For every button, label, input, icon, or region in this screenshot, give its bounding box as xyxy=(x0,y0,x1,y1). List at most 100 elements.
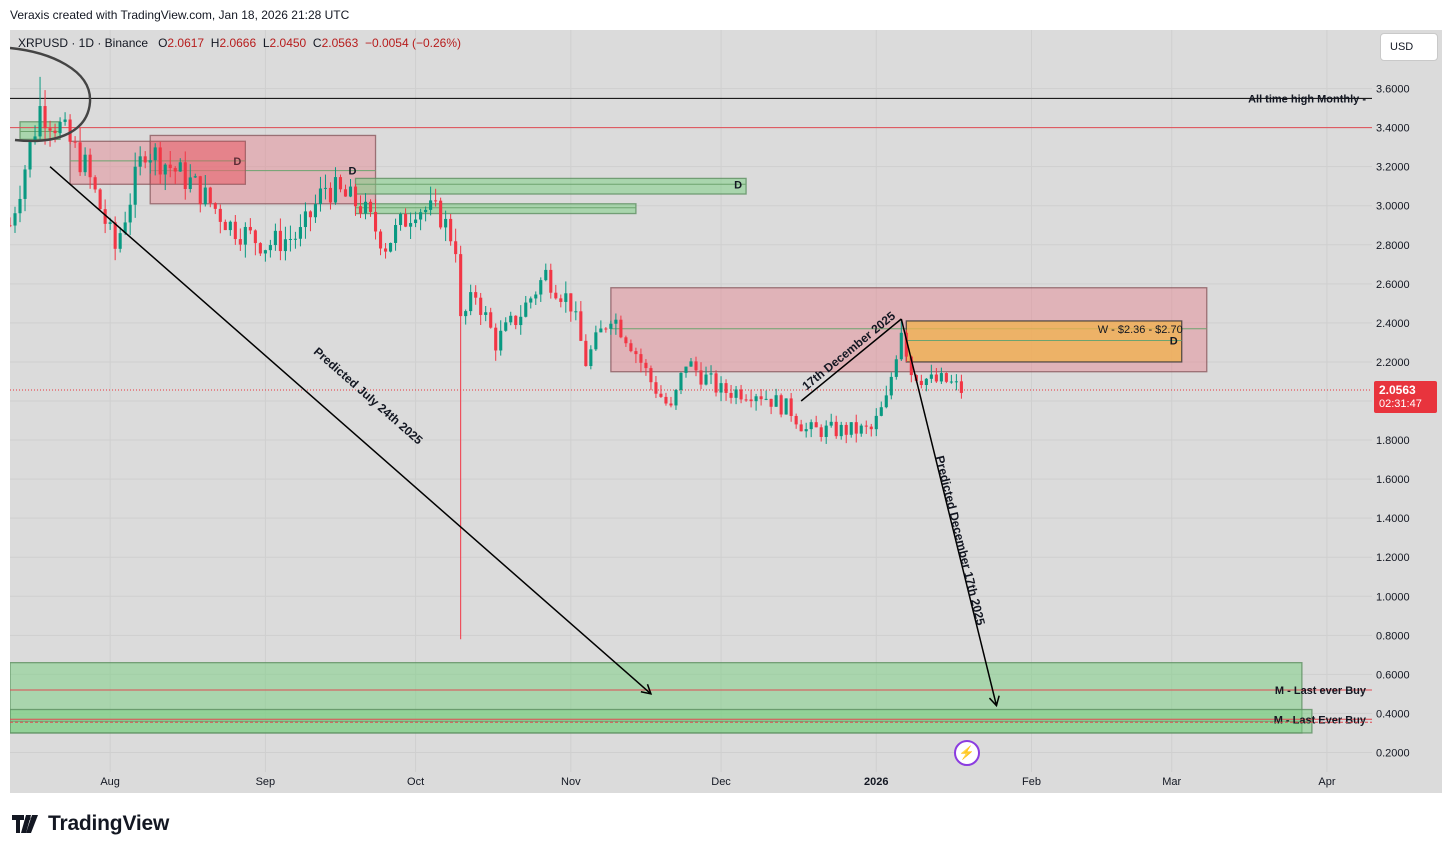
candle-body xyxy=(909,356,913,376)
candle-body xyxy=(514,315,518,326)
candle-body xyxy=(589,349,593,367)
time-tick-label: Dec xyxy=(711,776,731,788)
candle-body xyxy=(33,136,37,143)
hand-drawn-circle xyxy=(10,46,92,143)
close-value: 2.0563 xyxy=(321,36,359,50)
candle-body xyxy=(494,327,498,351)
order-block-text: W - $2.36 - $2.70 xyxy=(1098,324,1183,336)
candle-body xyxy=(313,204,318,218)
candle-body xyxy=(444,218,448,228)
candle-body xyxy=(809,422,813,430)
candle-body xyxy=(394,225,398,243)
candle-body xyxy=(609,323,613,329)
candle-body xyxy=(253,230,257,244)
price-tick-label: 3.4000 xyxy=(1376,123,1410,135)
candle-body xyxy=(419,212,423,220)
candle-body xyxy=(113,222,117,249)
candle-body xyxy=(649,368,653,383)
candle-body xyxy=(674,389,678,406)
candle-body xyxy=(764,398,768,400)
candle-body xyxy=(709,373,713,375)
candle-body xyxy=(183,162,187,189)
candle-body xyxy=(158,147,162,175)
candle-body xyxy=(779,395,783,415)
candle-body xyxy=(569,293,573,312)
candle-body xyxy=(729,392,733,398)
price-tick-label: 2.8000 xyxy=(1376,240,1410,252)
candle-body xyxy=(849,422,853,435)
candle-body xyxy=(378,231,383,249)
candle-body xyxy=(368,201,373,212)
trend-arrow xyxy=(900,318,1000,708)
candle-body xyxy=(278,230,282,252)
candle-body xyxy=(694,361,698,371)
candle-body xyxy=(103,209,107,224)
candle-body xyxy=(238,239,242,245)
candle-body xyxy=(188,177,192,189)
candle-body xyxy=(559,298,563,302)
candle-body xyxy=(834,421,838,437)
candle-body xyxy=(449,218,453,242)
candle-body xyxy=(18,198,22,214)
candle-body xyxy=(469,292,473,312)
candle-body xyxy=(168,164,172,169)
candle-body xyxy=(78,142,82,173)
candle-body xyxy=(323,187,328,189)
candle-body xyxy=(499,330,503,351)
candle-body xyxy=(744,399,748,401)
currency-button[interactable]: USD xyxy=(1380,33,1438,61)
candle-body xyxy=(414,219,418,224)
symbol-legend: XRPUSD · 1D · Binance O2.0617 H2.0666 L2… xyxy=(18,36,461,50)
candle-body xyxy=(829,421,833,426)
time-axis: Aug Sep Oct Nov Dec 2026 Feb Mar Apr xyxy=(100,776,1335,788)
candle-body xyxy=(739,389,743,400)
candle-body xyxy=(699,370,703,385)
candle-body xyxy=(479,297,483,315)
zone-label: D xyxy=(734,179,742,191)
candle-body xyxy=(484,312,488,315)
candle-body xyxy=(213,203,217,209)
rocket-icon[interactable]: ⚡ xyxy=(954,740,980,766)
low-value: 2.0450 xyxy=(269,36,307,50)
candle-body xyxy=(53,130,57,134)
candle-body xyxy=(624,337,628,344)
candle-body xyxy=(529,298,533,303)
candle-body xyxy=(163,164,167,175)
candle-body xyxy=(293,238,297,240)
candle-body xyxy=(759,396,763,400)
arrow-label: Predicted July 24th 2025 xyxy=(311,344,426,447)
candle-body xyxy=(118,233,122,249)
candle-body xyxy=(644,362,648,369)
candle-body xyxy=(248,226,252,231)
zone-supply xyxy=(149,134,377,205)
candle-body xyxy=(734,389,738,398)
candle-body xyxy=(333,177,338,203)
candle-body xyxy=(574,311,578,313)
candle-body xyxy=(353,186,358,207)
symbol-name[interactable]: XRPUSD · 1D · Binance xyxy=(18,36,149,50)
candle-body xyxy=(839,424,843,437)
candle-body xyxy=(454,241,458,255)
candle-body xyxy=(173,168,177,172)
candle-body xyxy=(38,106,42,137)
candle-body xyxy=(929,374,933,379)
last-price-tag: 2.0563 02:31:47 xyxy=(1374,381,1437,413)
candle-body xyxy=(208,187,212,204)
candle-body xyxy=(534,294,538,299)
candle-body xyxy=(714,373,718,393)
candle-body xyxy=(679,372,683,390)
candle-body xyxy=(148,160,152,163)
change-value: −0.0054 (−0.26%) xyxy=(364,36,462,50)
candle-body xyxy=(899,332,903,360)
candle-body xyxy=(659,393,663,397)
candle-body xyxy=(128,204,132,223)
candle-body xyxy=(203,187,207,205)
candle-body xyxy=(218,208,222,222)
candle-body xyxy=(769,398,773,407)
candle-body xyxy=(108,222,112,224)
candle-body xyxy=(549,269,553,293)
candle-body xyxy=(178,162,182,172)
candle-body xyxy=(474,292,478,298)
